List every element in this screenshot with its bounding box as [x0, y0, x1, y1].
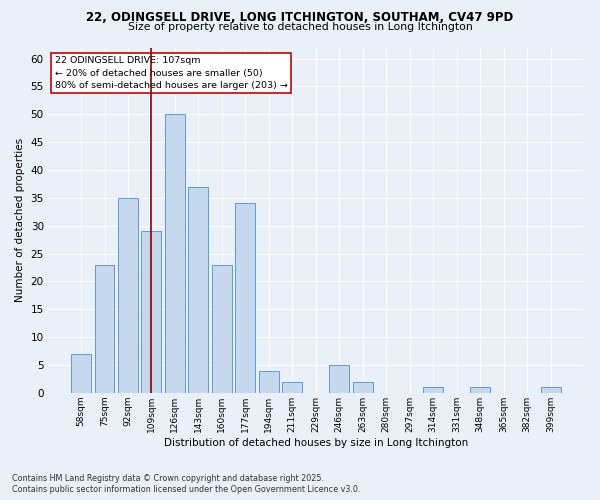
Bar: [283, 382, 302, 393]
X-axis label: Distribution of detached houses by size in Long Itchington: Distribution of detached houses by size …: [164, 438, 468, 448]
Bar: [71, 354, 91, 393]
Bar: [235, 204, 256, 393]
Bar: [118, 198, 138, 393]
Bar: [353, 382, 373, 393]
Bar: [142, 232, 161, 393]
Text: 22, ODINGSELL DRIVE, LONG ITCHINGTON, SOUTHAM, CV47 9PD: 22, ODINGSELL DRIVE, LONG ITCHINGTON, SO…: [86, 11, 514, 24]
Bar: [423, 387, 443, 393]
Text: Size of property relative to detached houses in Long Itchington: Size of property relative to detached ho…: [128, 22, 472, 32]
Bar: [188, 186, 208, 393]
Bar: [95, 264, 115, 393]
Bar: [165, 114, 185, 393]
Bar: [541, 387, 560, 393]
Bar: [212, 264, 232, 393]
Bar: [470, 387, 490, 393]
Text: Contains HM Land Registry data © Crown copyright and database right 2025.
Contai: Contains HM Land Registry data © Crown c…: [12, 474, 361, 494]
Bar: [329, 365, 349, 393]
Y-axis label: Number of detached properties: Number of detached properties: [15, 138, 25, 302]
Bar: [259, 370, 279, 393]
Text: 22 ODINGSELL DRIVE: 107sqm
← 20% of detached houses are smaller (50)
80% of semi: 22 ODINGSELL DRIVE: 107sqm ← 20% of deta…: [55, 56, 287, 90]
